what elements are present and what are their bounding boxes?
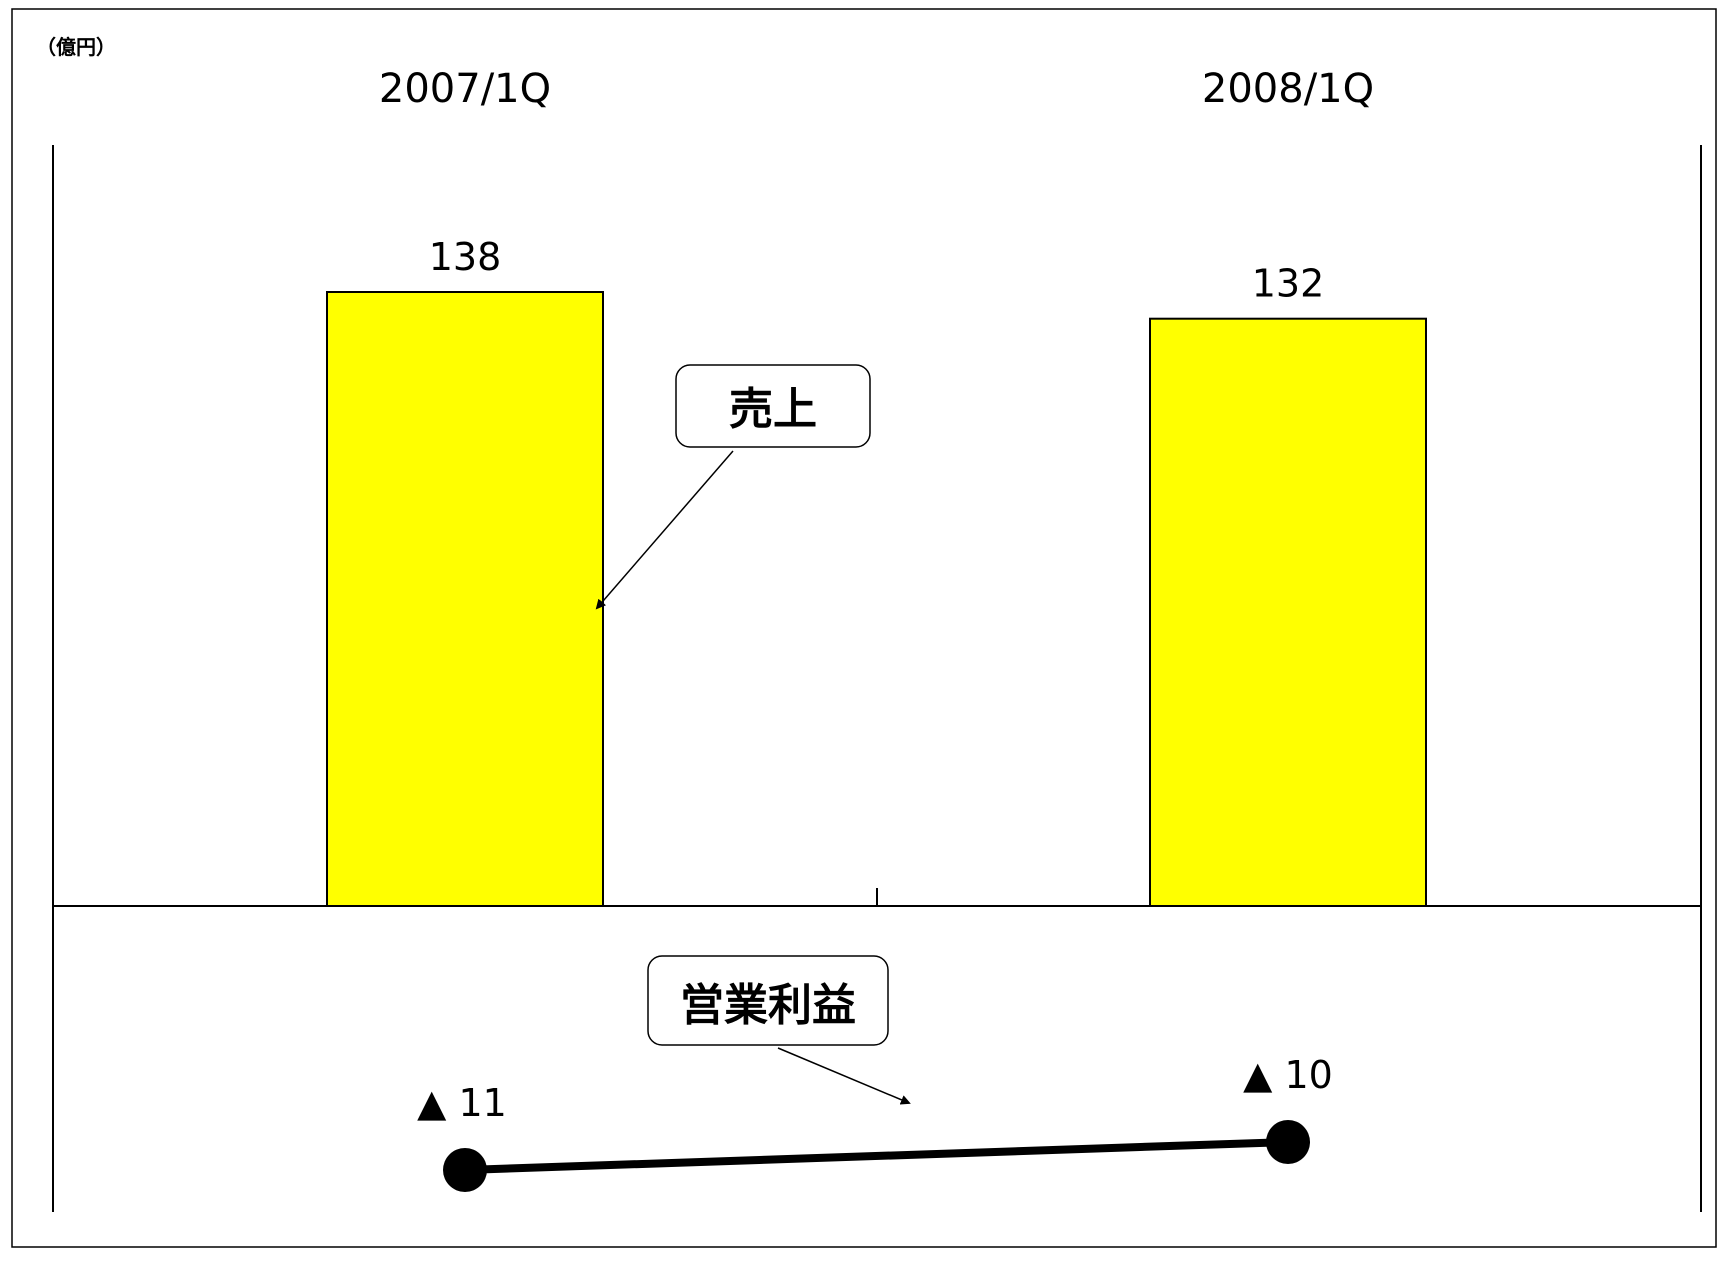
sales-callout-box [675,364,871,448]
outer-border [11,8,1717,1248]
operating-profit-line [464,1138,1289,1174]
operating-profit-label-2008-1q: ▲ 10 [1243,1053,1333,1097]
profit-callout-label: 営業利益 [680,980,856,1031]
operating-profit-point-2007-1q [443,1148,487,1192]
operating-profit-label-2007-1q: ▲ 11 [417,1081,507,1125]
profit-callout-arrow [777,1047,911,1105]
sales-callout-arrow [595,450,734,610]
category-label-2008-1q: 2008/1Q [1202,66,1374,112]
bar-value-label-2007-1q: 138 [429,235,502,279]
profit-callout-box [647,955,889,1046]
operating-profit-point-2008-1q [1266,1120,1310,1164]
category-label-2007-1q: 2007/1Q [379,66,551,112]
bar-2007-1q [326,291,604,907]
bar-value-label-2008-1q: 132 [1252,262,1325,306]
sales-callout-label: 売上 [729,384,817,435]
unit-label: （億円） [36,35,116,59]
bar-2008-1q [1149,317,1427,907]
